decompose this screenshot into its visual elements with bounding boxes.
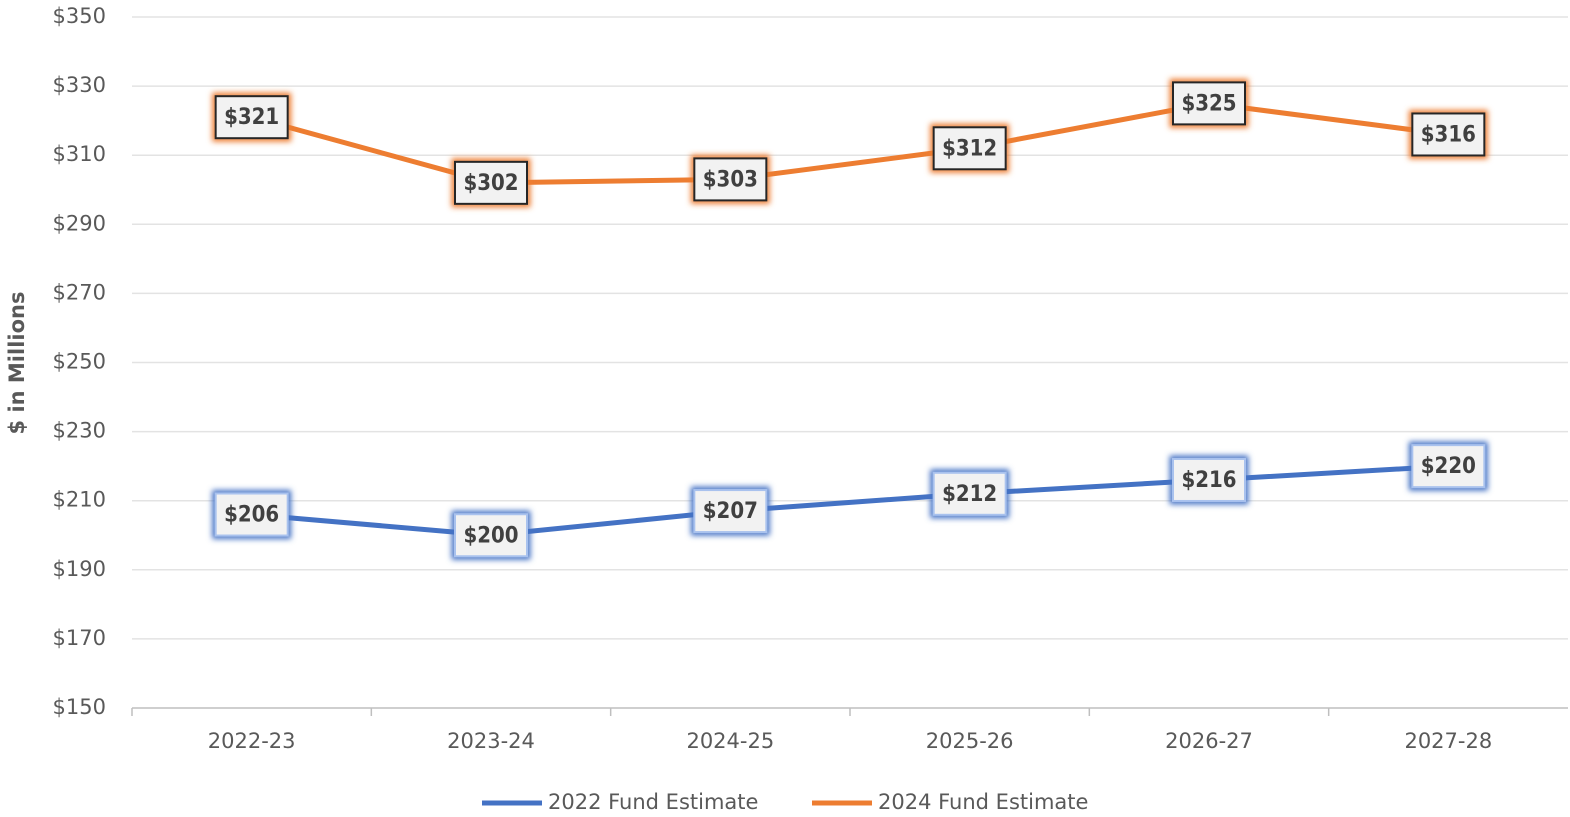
- y-tick-label: $270: [53, 280, 106, 304]
- label-box: [214, 492, 289, 537]
- legend-label: 2022 Fund Estimate: [548, 790, 758, 814]
- data-label: $206: [224, 503, 279, 528]
- data-label: $325: [1181, 91, 1236, 116]
- x-tick-label: 2024-25: [686, 729, 774, 753]
- label-box: [693, 489, 768, 534]
- x-tick-label: 2027-28: [1404, 729, 1492, 753]
- label-box: [214, 95, 289, 140]
- x-tick-label: 2026-27: [1165, 729, 1253, 753]
- data-label: $216: [1181, 468, 1236, 493]
- label-box: [1172, 81, 1246, 126]
- data-label: $200: [463, 523, 518, 548]
- y-tick-label: $190: [53, 557, 106, 581]
- data-label: $303: [703, 167, 758, 192]
- label-box: [693, 157, 768, 202]
- y-tick-label: $350: [53, 4, 106, 28]
- x-tick-label: 2023-24: [447, 729, 535, 753]
- label-box: [454, 160, 528, 205]
- label-box: [1411, 112, 1486, 157]
- y-tick-label: $210: [53, 488, 106, 512]
- line: [251, 463, 1449, 538]
- legend-label: 2024 Fund Estimate: [878, 790, 1088, 814]
- label-box: [1172, 457, 1246, 502]
- y-tick-label: $170: [53, 626, 106, 650]
- line: [251, 100, 1449, 186]
- data-label: $220: [1421, 454, 1476, 479]
- y-tick-label: $250: [53, 350, 106, 374]
- data-label: $321: [224, 105, 279, 130]
- y-tick-label: $230: [53, 419, 106, 443]
- data-label: $312: [942, 136, 997, 161]
- label-box: [454, 513, 528, 558]
- y-tick-label: $150: [53, 695, 106, 719]
- y-axis-label: $ in Millions: [5, 292, 29, 435]
- y-tick-label: $330: [53, 73, 106, 97]
- label-box: [1411, 444, 1486, 489]
- data-label: $316: [1421, 122, 1476, 147]
- x-tick-label: 2025-26: [926, 729, 1014, 753]
- x-tick-label: 2022-23: [208, 729, 296, 753]
- data-label: $207: [703, 499, 758, 524]
- label-box: [932, 471, 1007, 516]
- data-label: $302: [463, 171, 518, 196]
- y-tick-label: $290: [53, 211, 106, 235]
- y-tick-label: $310: [53, 142, 106, 166]
- label-box: [932, 126, 1007, 171]
- data-label: $212: [942, 482, 997, 507]
